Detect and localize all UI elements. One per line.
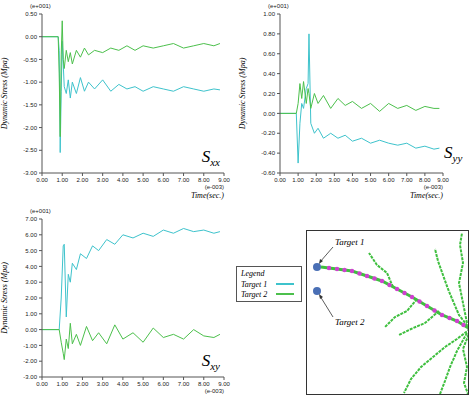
- svg-text:4.00: 4.00: [117, 381, 129, 387]
- html-text:(e-003): (e-003): [204, 388, 224, 394]
- svg-text:-1.00: -1.00: [23, 343, 37, 349]
- svg-text:Dynamic Stress (Mpa): Dynamic Stress (Mpa): [0, 262, 9, 335]
- svg-text:0.20: 0.20: [263, 91, 275, 97]
- html-text:(e+001): (e+001): [30, 3, 51, 9]
- svg-text:6.00: 6.00: [383, 177, 395, 183]
- svg-text:4.00: 4.00: [347, 177, 359, 183]
- svg-text:Dynamic Stress (Mpa): Dynamic Stress (Mpa): [238, 57, 247, 130]
- svg-text:9.00: 9.00: [218, 177, 230, 183]
- svg-text:5.00: 5.00: [25, 248, 37, 254]
- svg-text:Target 1: Target 1: [335, 237, 365, 247]
- svg-text:8.00: 8.00: [198, 381, 210, 387]
- svg-text:-1.50: -1.50: [23, 102, 37, 108]
- svg-text:6.00: 6.00: [157, 177, 169, 183]
- html-text:Time(sec.): Time(sec.): [190, 191, 224, 200]
- svg-text:-1.00: -1.00: [23, 79, 37, 85]
- svg-text:0.40: 0.40: [263, 71, 275, 77]
- html-text:Syy: Syy: [444, 143, 463, 165]
- svg-text:4.00: 4.00: [117, 177, 129, 183]
- svg-text:5.00: 5.00: [137, 177, 149, 183]
- svg-text:-3.00: -3.00: [23, 170, 37, 176]
- svg-text:-2.50: -2.50: [23, 147, 37, 153]
- svg-text:7.00: 7.00: [178, 381, 190, 387]
- svg-text:-0.20: -0.20: [261, 130, 275, 136]
- svg-text:0.00: 0.00: [274, 177, 286, 183]
- svg-text:-0.40: -0.40: [261, 150, 275, 156]
- svg-text:0.00: 0.00: [36, 381, 48, 387]
- svg-text:3.00: 3.00: [25, 279, 37, 285]
- html-text:Target 1: Target 1: [241, 279, 268, 289]
- svg-text:7.00: 7.00: [401, 177, 413, 183]
- svg-text:8.00: 8.00: [198, 177, 210, 183]
- svg-text:2.00: 2.00: [77, 381, 89, 387]
- svg-text:Target 2: Target 2: [335, 317, 365, 327]
- svg-text:2.00: 2.00: [310, 177, 322, 183]
- svg-text:9.00: 9.00: [218, 381, 230, 387]
- svg-text:0.00: 0.00: [25, 327, 37, 333]
- html-text:(e-003): (e-003): [204, 184, 224, 190]
- svg-text:0.00: 0.00: [36, 177, 48, 183]
- svg-text:-3.00: -3.00: [23, 374, 37, 380]
- svg-text:8.00: 8.00: [419, 177, 431, 183]
- html-text:Time(sec.): Time(sec.): [409, 191, 443, 200]
- html-text:Sxx: Sxx: [201, 147, 220, 169]
- svg-text:-2.00: -2.00: [23, 358, 37, 364]
- svg-text:2.00: 2.00: [25, 295, 37, 301]
- svg-text:3.00: 3.00: [97, 381, 109, 387]
- html-text:Legend: Legend: [241, 269, 265, 278]
- html-text:(e+001): (e+001): [30, 208, 51, 214]
- svg-text:3.00: 3.00: [97, 177, 109, 183]
- svg-text:1.00: 1.00: [56, 381, 68, 387]
- html-text:(e+001): (e+001): [268, 3, 289, 9]
- svg-text:6.00: 6.00: [157, 381, 169, 387]
- svg-text:6.00: 6.00: [25, 232, 37, 238]
- svg-text:2.00: 2.00: [77, 177, 89, 183]
- svg-text:7.00: 7.00: [25, 216, 37, 222]
- svg-text:-0.60: -0.60: [261, 170, 275, 176]
- svg-text:1.00: 1.00: [263, 11, 275, 17]
- svg-text:5.00: 5.00: [137, 381, 149, 387]
- svg-text:0.00: 0.00: [263, 111, 275, 117]
- svg-text:1.00: 1.00: [56, 177, 68, 183]
- html-text:Sxy: Sxy: [201, 351, 220, 373]
- svg-text:7.00: 7.00: [178, 177, 190, 183]
- svg-text:0.60: 0.60: [263, 51, 275, 57]
- html-text:Target 2: Target 2: [241, 289, 268, 299]
- svg-text:9.00: 9.00: [437, 177, 449, 183]
- svg-text:0.80: 0.80: [263, 31, 275, 37]
- svg-text:0.50: 0.50: [25, 11, 37, 17]
- svg-text:0.00: 0.00: [25, 34, 37, 40]
- svg-text:5.00: 5.00: [365, 177, 377, 183]
- svg-text:1.00: 1.00: [25, 311, 37, 317]
- svg-text:1.00: 1.00: [292, 177, 304, 183]
- svg-text:Dynamic Stress (Mpa): Dynamic Stress (Mpa): [0, 57, 9, 130]
- svg-text:4.00: 4.00: [25, 264, 37, 270]
- svg-text:-2.00: -2.00: [23, 125, 37, 131]
- svg-text:3.00: 3.00: [328, 177, 340, 183]
- html-text:(e-003): (e-003): [423, 184, 443, 190]
- svg-text:-0.50: -0.50: [23, 57, 37, 63]
